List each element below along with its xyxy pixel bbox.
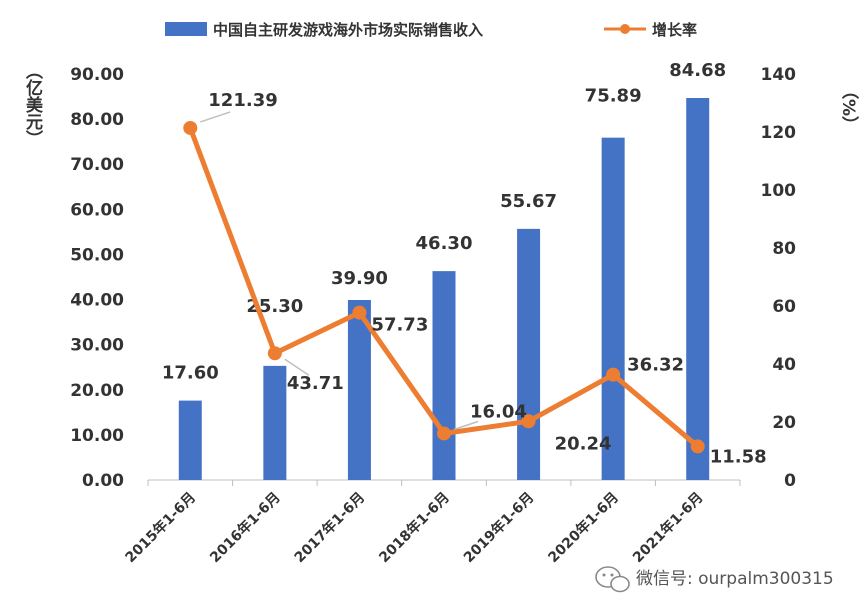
x-tick-label: 2019年1-6月 — [460, 489, 537, 566]
right-axis-ticks: 0 20 40 60 80 100 120 140 — [761, 65, 797, 491]
left-axis-label: （亿美元） — [22, 62, 43, 147]
line-data-label: 11.58 — [710, 446, 767, 467]
bar-data-label: 17.60 — [162, 363, 219, 384]
x-tick-label: 2018年1-6月 — [376, 489, 453, 566]
legend-label-line: 增长率 — [652, 21, 697, 39]
left-tick-label: 90.00 — [70, 65, 124, 85]
x-tick-label: 2016年1-6月 — [206, 489, 283, 566]
left-tick-label: 20.00 — [70, 381, 124, 401]
left-tick-label: 70.00 — [70, 155, 124, 175]
line-point — [521, 414, 536, 429]
left-tick-label: 50.00 — [70, 245, 124, 265]
bar — [178, 400, 202, 480]
line-data-label: 43.71 — [287, 373, 344, 394]
bar-data-label: 55.67 — [500, 191, 557, 212]
x-tick-label: 2020年1-6月 — [545, 489, 622, 566]
bar — [686, 97, 710, 480]
right-tick-label: 140 — [761, 65, 797, 85]
right-tick-label: 40 — [772, 355, 796, 375]
right-tick-label: 20 — [772, 413, 796, 433]
left-tick-label: 40.00 — [70, 291, 124, 311]
left-tick-label: 60.00 — [70, 200, 124, 220]
bar — [517, 228, 541, 480]
line-series — [183, 120, 705, 454]
left-tick-label: 80.00 — [70, 110, 124, 130]
leader-lines — [200, 111, 479, 431]
line-data-label: 16.04 — [470, 401, 527, 422]
left-tick-label: 30.00 — [70, 336, 124, 356]
legend-label-bar: 中国自主研发游戏海外市场实际销售收入 — [213, 21, 483, 39]
right-tick-label: 0 — [784, 471, 796, 491]
left-tick-label: 10.00 — [70, 426, 124, 446]
legend-swatch-bar — [165, 22, 207, 36]
line-data-label: 121.39 — [208, 90, 277, 111]
line-point — [352, 305, 367, 320]
bar-data-label: 46.30 — [416, 233, 473, 254]
watermark: 微信号: ourpalm300315 — [595, 566, 834, 593]
leader-line — [453, 420, 479, 431]
watermark-text: 微信号: ourpalm300315 — [636, 569, 834, 589]
line-point — [267, 346, 282, 361]
bar — [601, 137, 625, 480]
leader-line — [200, 111, 231, 123]
line-data-label: 57.73 — [371, 315, 428, 336]
bar — [432, 271, 456, 480]
bar — [263, 365, 287, 480]
right-tick-label: 60 — [772, 297, 796, 317]
leader-line — [284, 358, 310, 376]
left-tick-label: 0.00 — [82, 471, 124, 491]
right-tick-label: 100 — [761, 181, 797, 201]
line-point — [690, 439, 705, 454]
line-point — [183, 120, 198, 135]
x-axis-ticks: 2015年1-6月 2016年1-6月 2017年1-6月 2018年1-6月 2019… — [122, 480, 741, 566]
x-tick-label: 2021年1-6月 — [629, 489, 706, 566]
line-data-labels: 121.39 43.71 57.73 16.04 20.24 36.32 11.58 — [208, 90, 766, 467]
left-axis-ticks: 0.00 10.00 20.00 30.00 40.00 50.00 60.00 70.00 8… — [70, 65, 124, 491]
line-point — [606, 367, 621, 382]
bar-data-label: 39.90 — [331, 268, 388, 289]
legend-swatch-marker — [620, 24, 630, 34]
x-tick-label: 2015年1-6月 — [122, 489, 199, 566]
bar-data-label: 84.68 — [669, 60, 726, 81]
right-tick-label: 120 — [761, 123, 797, 143]
right-axis-label: （%） — [838, 82, 859, 133]
right-tick-label: 80 — [772, 239, 796, 259]
bar-series — [178, 97, 710, 480]
wechat-icon — [595, 566, 630, 593]
bar-data-label: 75.89 — [585, 86, 642, 107]
line-point — [437, 426, 451, 441]
line-data-label: 20.24 — [555, 433, 612, 454]
line-data-label: 36.32 — [627, 355, 684, 376]
legend: 中国自主研发游戏海外市场实际销售收入 增长率 — [165, 21, 697, 39]
x-tick-label: 2017年1-6月 — [291, 489, 368, 566]
bar — [347, 300, 371, 480]
